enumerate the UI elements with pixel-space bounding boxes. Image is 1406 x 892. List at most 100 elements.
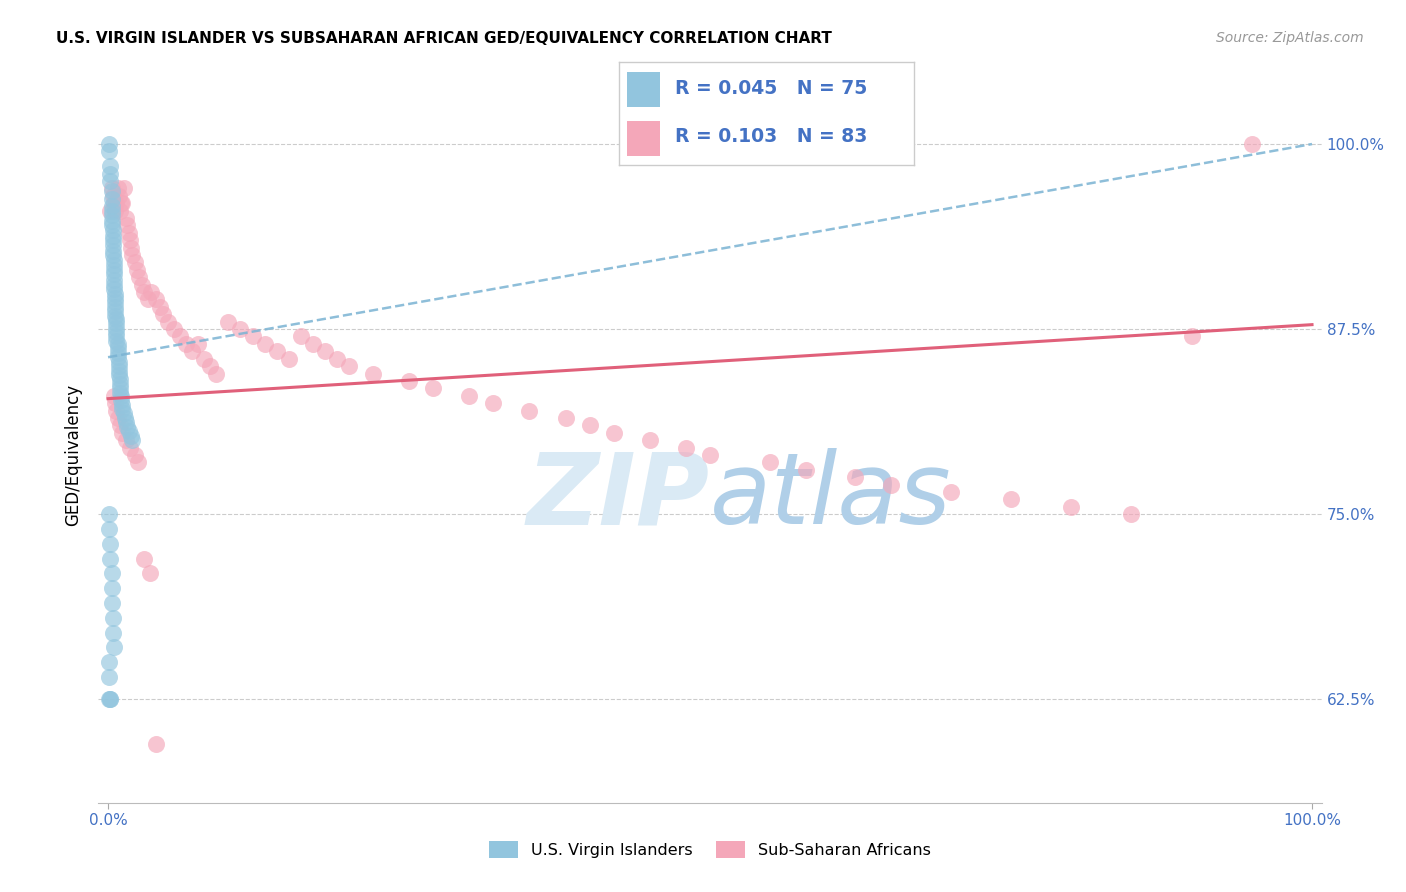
Text: atlas: atlas [710,448,952,545]
Point [100,208,122,222]
Point [98,136,121,151]
Point [1121,507,1143,521]
Point [638,433,661,447]
Point [134,551,156,566]
Point [110,389,132,403]
Point [111,402,134,417]
Point [108,363,131,377]
Point [100,159,122,173]
Point [107,342,129,356]
Point [879,477,901,491]
Point [100,192,122,206]
Point [117,424,139,438]
Point [796,463,818,477]
Point [422,381,444,395]
Point [103,389,125,403]
Point [98,655,121,669]
Point [117,219,139,233]
Point [108,189,131,203]
Point [110,393,132,408]
Point [101,228,124,243]
Point [115,211,138,225]
Y-axis label: GED/Equivalency: GED/Equivalency [65,384,83,526]
Point [121,248,143,262]
Point [205,367,228,381]
Point [103,277,125,292]
Point [100,203,122,218]
Point [104,295,127,310]
Point [675,441,697,455]
Point [105,196,128,211]
Point [101,233,124,247]
Point [101,611,124,625]
Point [152,307,174,321]
Point [145,737,167,751]
Point [98,145,121,159]
Point [108,203,131,218]
Point [111,398,134,412]
Point [326,351,349,366]
Point [108,418,131,433]
Text: R = 0.103   N = 83: R = 0.103 N = 83 [675,128,868,146]
Point [120,428,142,442]
Point [120,241,142,255]
Point [107,350,129,364]
Point [187,337,209,351]
Legend: U.S. Virgin Islanders, Sub-Saharan Africans: U.S. Virgin Islanders, Sub-Saharan Afric… [482,834,938,864]
Point [107,181,129,195]
Point [108,381,131,395]
Point [301,337,323,351]
Point [117,226,139,240]
Point [103,252,125,267]
Point [100,167,122,181]
Point [104,309,127,323]
Point [253,337,276,351]
Point [105,325,128,339]
Text: U.S. VIRGIN ISLANDER VS SUBSAHARAN AFRICAN GED/EQUIVALENCY CORRELATION CHART: U.S. VIRGIN ISLANDER VS SUBSAHARAN AFRIC… [56,31,832,46]
Point [112,181,135,195]
Point [107,411,129,425]
Point [115,415,138,429]
Point [100,551,122,566]
Point [108,385,131,400]
Point [157,315,180,329]
Point [101,625,124,640]
Point [105,316,128,330]
Point [200,359,222,373]
Point [1000,492,1022,507]
Point [554,411,576,425]
Point [100,596,122,610]
Point [98,692,121,706]
Point [145,293,167,307]
Point [105,311,128,326]
Point [103,196,125,211]
Point [141,285,163,299]
Point [699,448,721,462]
Point [108,359,131,373]
Point [104,304,127,318]
Point [193,351,215,366]
Point [108,372,131,386]
Point [100,537,122,551]
Point [101,223,124,237]
Point [101,248,124,262]
Point [103,259,125,273]
Point [1240,136,1263,151]
Point [118,441,141,455]
Point [136,293,159,307]
Point [105,320,128,334]
Point [98,507,121,521]
Point [229,322,252,336]
Point [112,407,135,421]
Point [759,455,782,469]
Point [105,403,128,417]
Point [398,374,420,388]
Point [127,455,149,469]
Point [314,344,336,359]
Point [100,692,122,706]
Point [128,270,150,285]
Point [181,344,204,359]
Point [290,329,312,343]
Point [111,196,134,211]
Point [100,199,122,213]
